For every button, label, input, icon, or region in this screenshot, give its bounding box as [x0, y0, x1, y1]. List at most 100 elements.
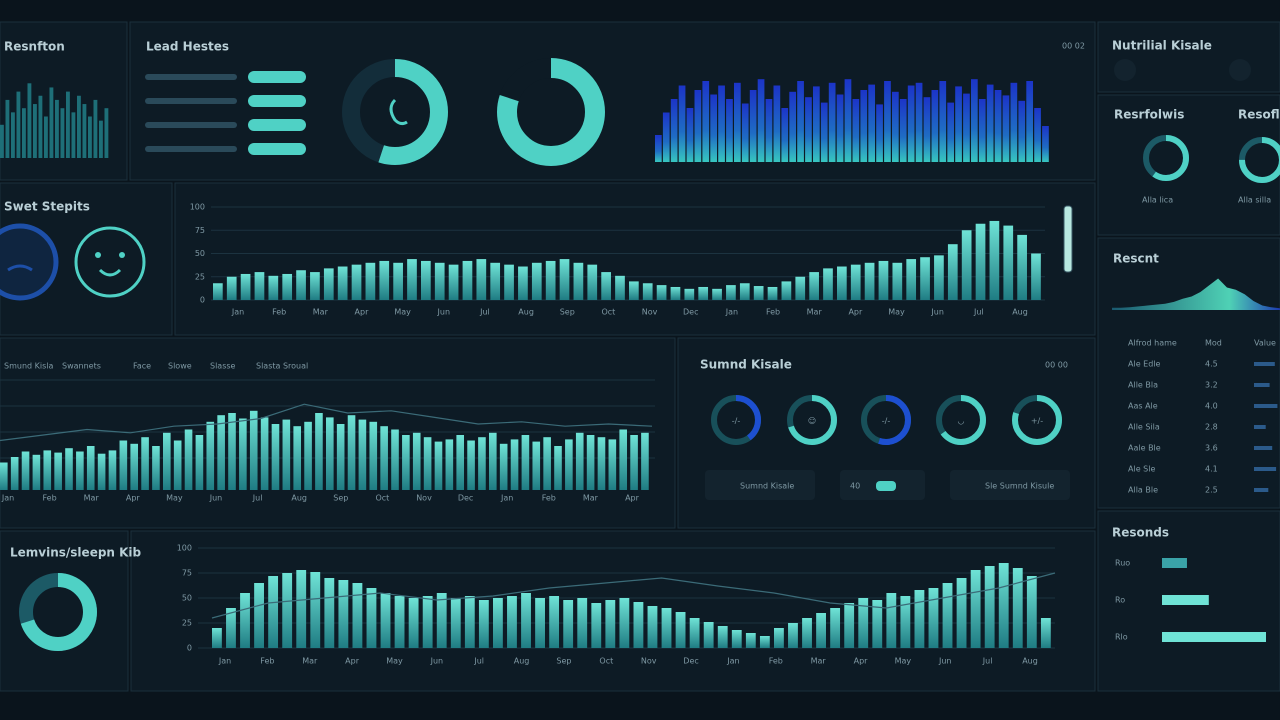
bar — [226, 608, 236, 648]
x-tick-label: May — [888, 308, 905, 317]
gauge-label: ☺ — [808, 417, 816, 426]
bar — [597, 437, 606, 490]
trend-line — [0, 403, 653, 442]
bar — [686, 108, 694, 162]
bar — [678, 85, 686, 162]
bar — [886, 593, 897, 648]
bar — [920, 257, 930, 300]
bar — [767, 286, 778, 300]
bar — [876, 104, 883, 162]
table-cell: Aale Ble — [1128, 444, 1161, 453]
bar — [789, 91, 797, 162]
legend-entry: Smund Kisla — [4, 362, 53, 371]
bar — [1042, 126, 1049, 162]
table-cell: 3.6 — [1205, 444, 1218, 453]
table-cell: 2.8 — [1205, 423, 1218, 432]
bar — [955, 86, 962, 162]
report-label: Ruo — [1115, 559, 1130, 568]
bar — [892, 262, 903, 300]
bar — [422, 596, 433, 648]
ring-value — [342, 59, 448, 165]
bar — [718, 85, 725, 162]
table-cell: Aas Ale — [1128, 402, 1158, 411]
bar — [986, 84, 994, 162]
button-label[interactable]: Sumnd Kisale — [740, 482, 794, 491]
x-tick-label: Dec — [458, 494, 473, 503]
x-tick-label: Aug — [514, 657, 530, 666]
ring-value — [861, 395, 911, 445]
x-tick-label: Jan — [231, 308, 244, 317]
panel-title: Nutrilial Kisale — [1112, 39, 1212, 53]
table-cell: Alle Sila — [1128, 423, 1160, 432]
gauge-label: +/- — [1031, 417, 1043, 426]
bar — [554, 446, 562, 490]
bar — [656, 285, 667, 300]
bar — [464, 596, 475, 648]
bar — [55, 99, 59, 158]
x-tick-label: Jun — [930, 308, 944, 317]
x-tick-label: Dec — [683, 308, 698, 317]
x-tick-label: Aug — [518, 308, 534, 317]
bar — [759, 636, 770, 648]
bar — [670, 286, 681, 300]
bar — [130, 443, 139, 490]
table-bar — [1254, 362, 1275, 366]
bar — [689, 618, 700, 648]
x-tick-label: Feb — [542, 494, 556, 503]
x-tick-label: Apr — [625, 494, 640, 503]
bar — [642, 283, 653, 300]
bar — [994, 90, 1002, 162]
slider-pills — [248, 71, 306, 155]
bar — [213, 283, 223, 300]
x-tick-label: Apr — [126, 494, 141, 503]
bar — [296, 570, 307, 648]
bar — [565, 439, 573, 490]
bar — [5, 99, 10, 158]
x-tick-label: Jan — [725, 308, 738, 317]
bar — [462, 260, 473, 300]
bar — [254, 583, 264, 648]
ring-value — [1012, 395, 1062, 445]
table-bar — [1254, 425, 1266, 429]
bar — [421, 260, 431, 300]
bar — [717, 626, 728, 648]
panel-title: Resrfolwis — [1114, 108, 1184, 122]
x-tick-label: Apr — [345, 657, 360, 666]
bar — [601, 272, 611, 300]
bar — [93, 99, 98, 158]
bar — [615, 275, 625, 300]
bar — [532, 441, 541, 490]
table-bar — [1254, 404, 1278, 408]
bar — [844, 79, 852, 162]
bar — [476, 259, 487, 300]
bar — [942, 583, 953, 648]
bar — [1003, 225, 1014, 300]
y-tick-label: 100 — [190, 203, 205, 212]
trend-line — [211, 572, 1056, 619]
bar — [619, 598, 630, 648]
ring-value — [1239, 137, 1280, 183]
bar — [675, 612, 686, 648]
bar — [749, 90, 757, 162]
bar — [293, 426, 302, 490]
bar — [71, 112, 76, 158]
tag: 00 02 — [1062, 42, 1085, 51]
bar — [489, 432, 497, 490]
bar — [535, 598, 545, 648]
bar — [774, 628, 784, 648]
ring-value — [1143, 135, 1189, 181]
x-tick-label: May — [386, 657, 403, 666]
button-label[interactable]: 40 — [850, 482, 860, 491]
button-label[interactable]: Sle Sumnd Kisule — [985, 482, 1054, 491]
bar — [380, 593, 391, 648]
bar — [844, 603, 855, 648]
bar — [900, 596, 911, 648]
bar — [816, 613, 826, 648]
bar — [0, 462, 8, 490]
bar — [956, 578, 967, 648]
table-bar — [1254, 467, 1277, 471]
bar — [260, 417, 269, 490]
panel-title: Lead Hestes — [146, 40, 229, 54]
bar — [797, 81, 804, 162]
bar — [369, 421, 378, 490]
